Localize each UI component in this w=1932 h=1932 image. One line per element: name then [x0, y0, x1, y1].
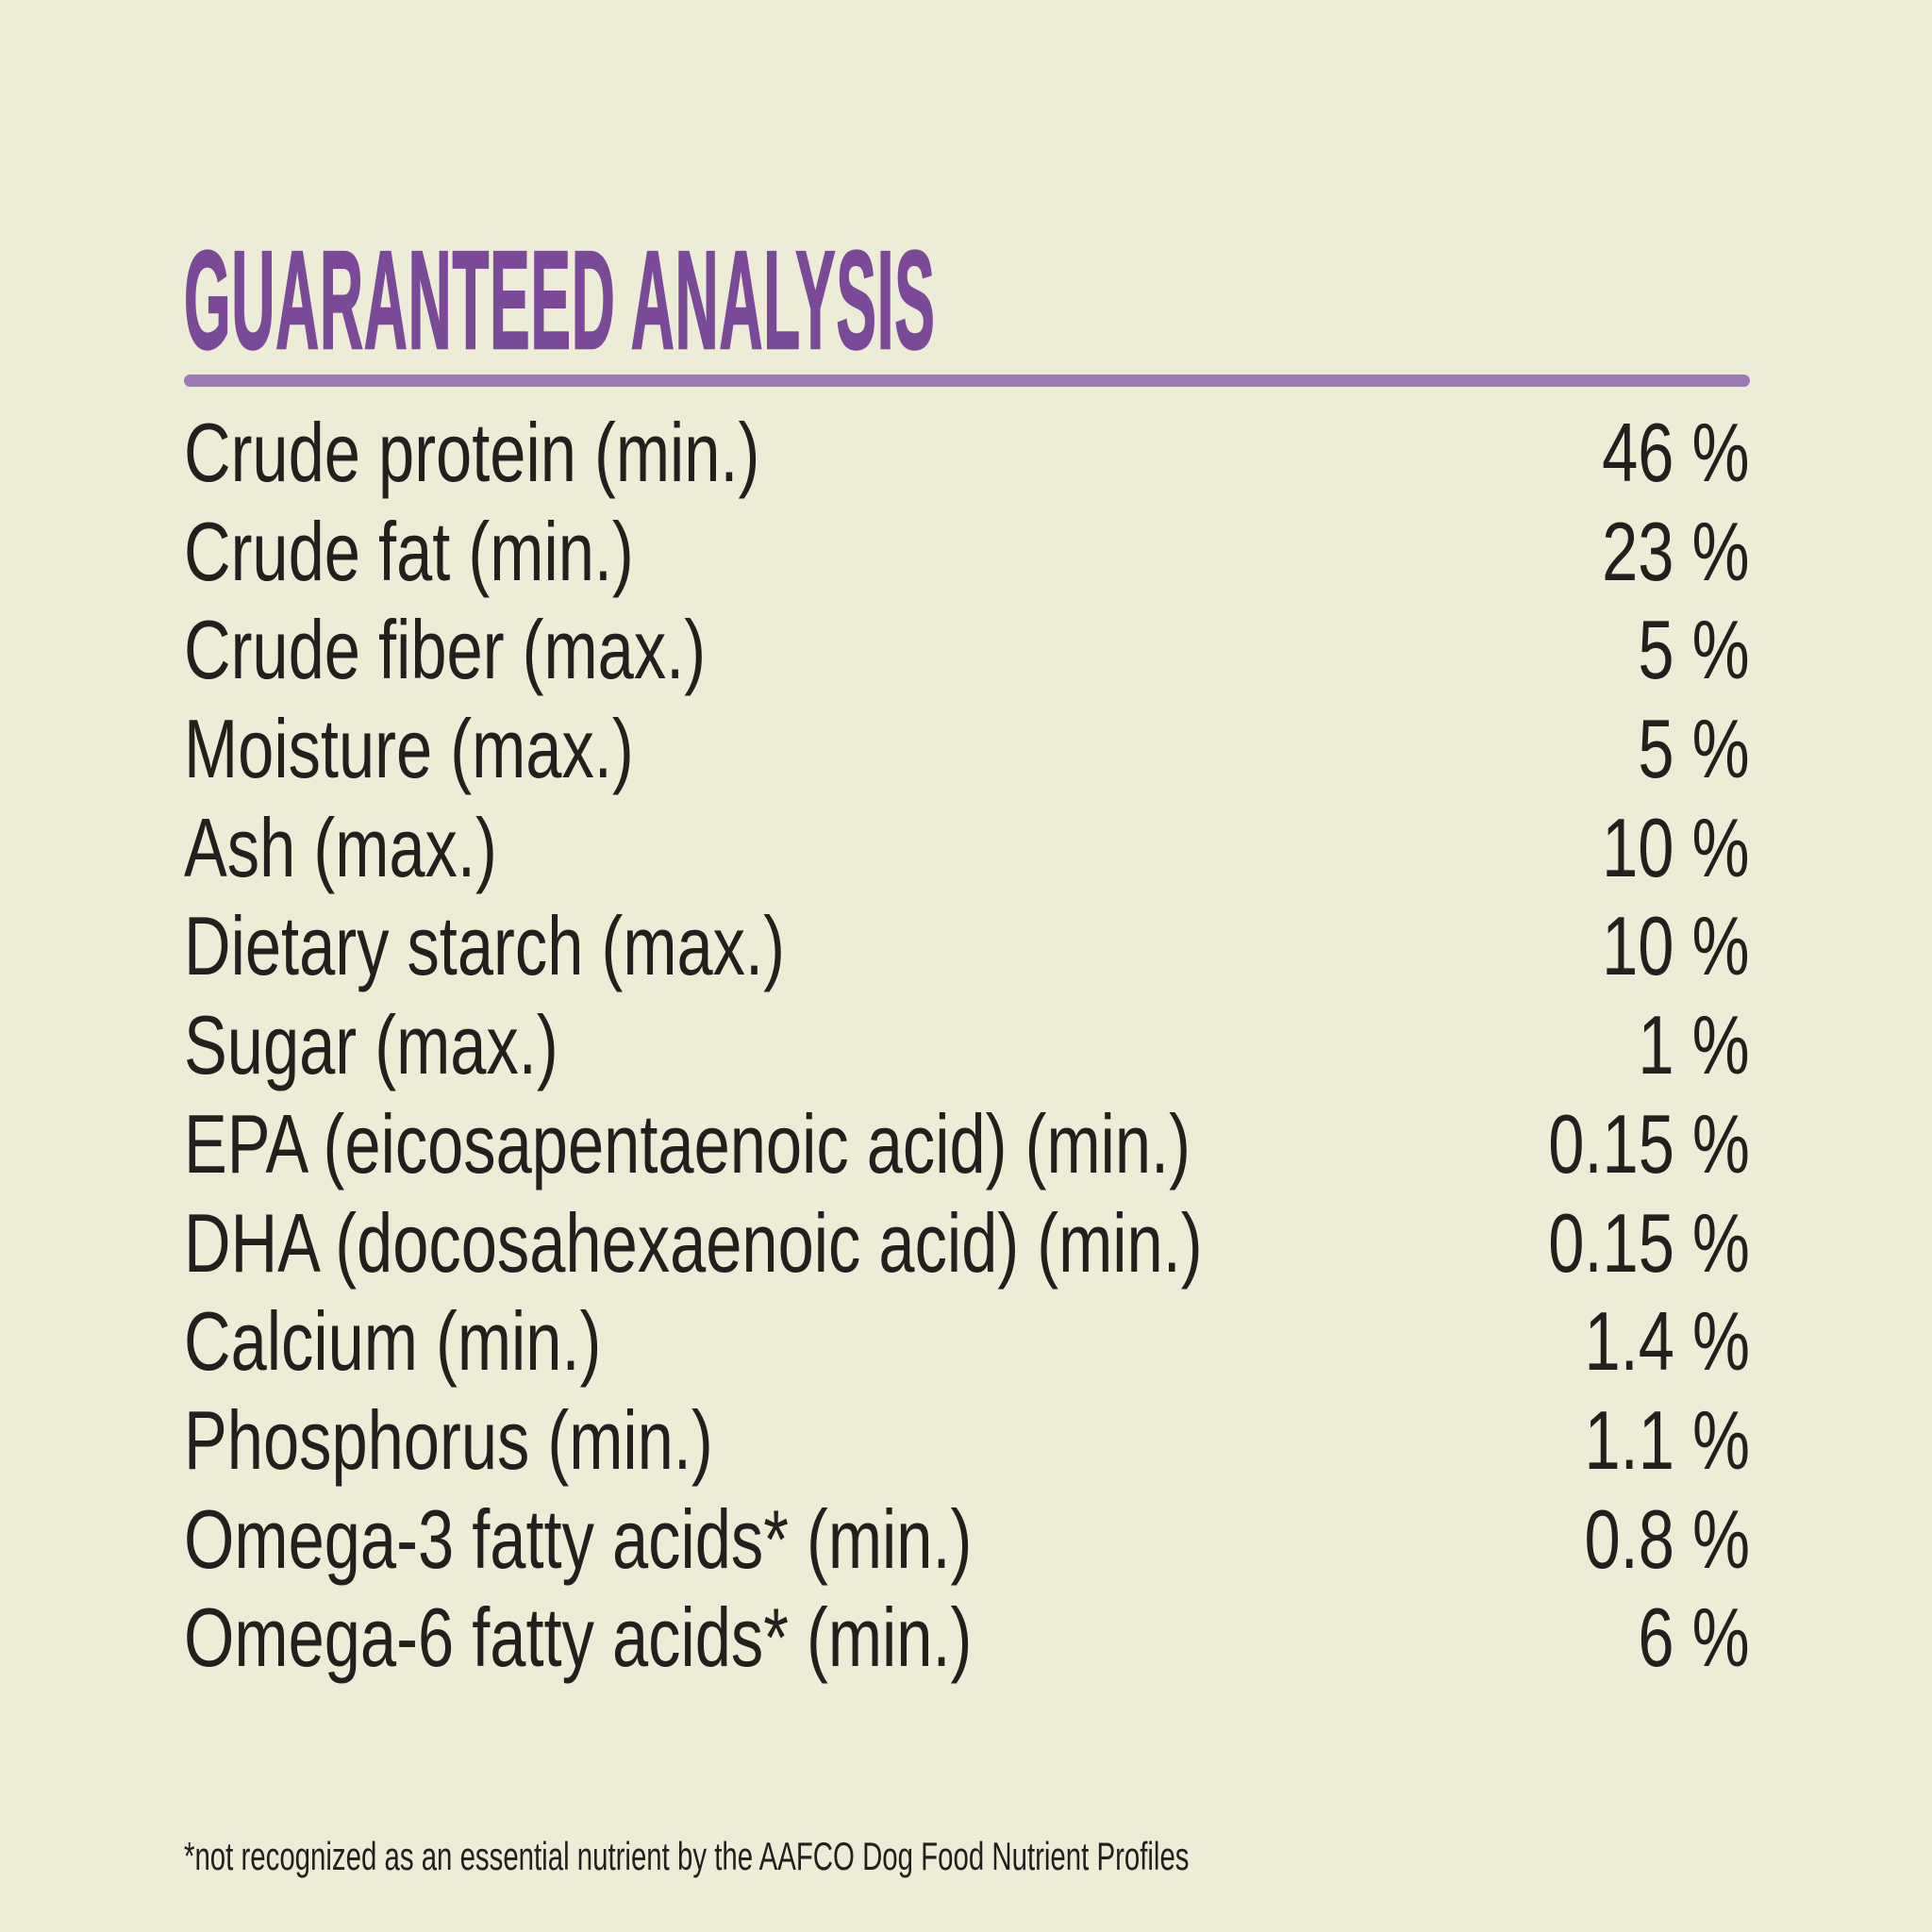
nutrient-row: EPA (eicosapentaenoic acid) (min.) 0.15 %	[184, 1095, 1750, 1194]
nutrient-value: 10 %	[1602, 899, 1750, 993]
nutrient-label: Crude fat (min.)	[184, 504, 634, 598]
panel-title: GUARANTEED ANALYSIS	[183, 223, 936, 378]
nutrient-row: Phosphorus (min.) 1.1 %	[184, 1391, 1750, 1491]
nutrient-row: Calcium (min.) 1.4 %	[184, 1292, 1750, 1391]
nutrient-value: 10 %	[1602, 800, 1750, 894]
nutrient-label: EPA (eicosapentaenoic acid) (min.)	[184, 1096, 1191, 1191]
nutrient-row: DHA (docosahexaenoic acid) (min.) 0.15 %	[184, 1194, 1750, 1293]
nutrient-row: Crude fiber (max.) 5 %	[184, 601, 1750, 700]
nutrient-value: 1.1 %	[1584, 1392, 1750, 1487]
nutrient-row: Crude fat (min.) 23 %	[184, 503, 1750, 602]
nutrient-value: 23 %	[1602, 504, 1750, 598]
title-underline	[184, 375, 1750, 387]
nutrient-value: 5 %	[1638, 702, 1750, 796]
nutrient-row: Dietary starch (max.) 10 %	[184, 897, 1750, 996]
nutrient-label: Phosphorus (min.)	[184, 1392, 713, 1487]
nutrient-label: Sugar (max.)	[184, 998, 558, 1092]
nutrient-label: Omega-3 fatty acids* (min.)	[184, 1491, 973, 1586]
nutrient-label: Dietary starch (max.)	[184, 899, 785, 993]
nutrient-row: Crude protein (min.) 46 %	[184, 404, 1750, 503]
nutrient-row: Sugar (max.) 1 %	[184, 996, 1750, 1095]
nutrient-value: 0.8 %	[1584, 1491, 1750, 1586]
nutrient-label: Ash (max.)	[184, 800, 497, 894]
nutrient-label: Crude fiber (max.)	[184, 603, 707, 697]
nutrient-value: 5 %	[1638, 603, 1750, 697]
nutrient-value: 46 %	[1602, 406, 1750, 499]
nutrient-value: 0.15 %	[1548, 1096, 1750, 1191]
nutrient-label: Moisture (max.)	[184, 702, 634, 796]
nutrient-value: 6 %	[1638, 1591, 1750, 1685]
nutrient-value: 0.15 %	[1548, 1195, 1750, 1290]
nutrient-table: Crude protein (min.) 46 % Crude fat (min.)…	[184, 404, 1750, 1688]
nutrient-value: 1.4 %	[1584, 1294, 1750, 1389]
nutrient-label: Crude protein (min.)	[184, 406, 760, 499]
nutrient-label: Calcium (min.)	[184, 1294, 602, 1389]
nutrient-row: Moisture (max.) 5 %	[184, 700, 1750, 799]
nutrient-row: Omega-3 fatty acids* (min.) 0.8 %	[184, 1491, 1750, 1590]
nutrient-label: Omega-6 fatty acids* (min.)	[184, 1591, 973, 1685]
nutrient-value: 1 %	[1638, 998, 1750, 1092]
aafco-footnote: *not recognized as an essential nutrient…	[184, 1834, 1190, 1878]
nutrient-row: Omega-6 fatty acids* (min.) 6 %	[184, 1589, 1750, 1688]
nutrient-row: Ash (max.) 10 %	[184, 799, 1750, 898]
nutrient-label: DHA (docosahexaenoic acid) (min.)	[184, 1195, 1203, 1290]
